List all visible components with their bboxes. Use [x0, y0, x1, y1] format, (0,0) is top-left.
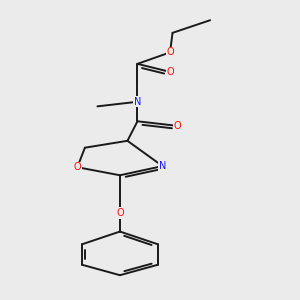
Text: O: O	[174, 121, 182, 131]
Text: O: O	[116, 208, 124, 218]
Text: N: N	[134, 97, 141, 107]
Text: O: O	[166, 47, 174, 57]
Text: O: O	[74, 162, 81, 172]
Text: N: N	[159, 161, 166, 171]
Text: O: O	[166, 67, 174, 77]
